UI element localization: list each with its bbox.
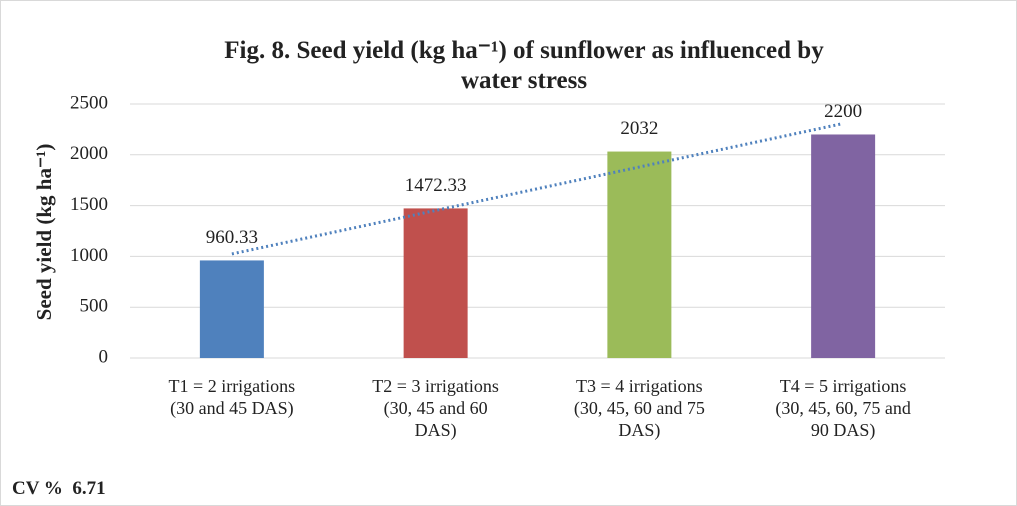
y-tick-label: 500 — [80, 296, 109, 317]
chart-title: Fig. 8. Seed yield (kg ha⁻¹) of sunflowe… — [224, 37, 824, 94]
x-tick-label: T1 = 2 irrigations (30 and 45 DAS) — [168, 376, 296, 418]
data-label: 2032 — [620, 118, 658, 139]
trendline — [231, 122, 844, 256]
bar — [811, 134, 876, 358]
bar — [607, 151, 672, 358]
y-tick-label: 2500 — [70, 92, 108, 113]
y-tick-label: 1000 — [70, 245, 108, 266]
bar — [199, 260, 264, 358]
y-tick-label: 2000 — [70, 143, 108, 164]
x-tick-label: T3 = 4 irrigations (30, 45, 60 and 75 DA… — [573, 376, 705, 440]
note: CV % 6.71 — [12, 478, 106, 499]
bar — [403, 208, 468, 358]
x-tick-label: T2 = 3 irrigations (30, 45 and 60 DAS) — [372, 376, 499, 440]
data-label: 2200 — [824, 101, 862, 122]
y-tick-label: 0 — [99, 346, 109, 367]
y-axis-label: Seed yield (kg ha⁻¹) — [32, 144, 56, 321]
data-label: 1472.33 — [405, 175, 467, 196]
data-label: 960.33 — [206, 227, 258, 248]
y-tick-label: 1500 — [70, 194, 108, 215]
x-tick-label: T4 = 5 irrigations (30, 45, 60, 75 and 9… — [775, 376, 911, 440]
